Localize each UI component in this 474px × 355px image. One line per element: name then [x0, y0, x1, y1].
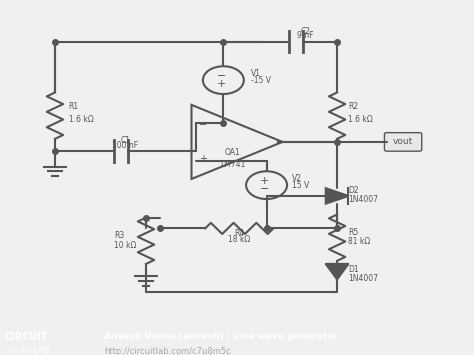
Text: Anvesh Voona (anvesh) / sine wave generator: Anvesh Voona (anvesh) / sine wave genera…	[104, 332, 338, 342]
Text: 1N4007: 1N4007	[348, 195, 378, 204]
Text: −: −	[199, 120, 207, 130]
Text: 18 kΩ: 18 kΩ	[228, 235, 250, 244]
Text: R2: R2	[348, 103, 359, 111]
Text: +: +	[217, 79, 226, 89]
Text: R3: R3	[114, 231, 124, 240]
Text: R4: R4	[234, 229, 245, 238]
Text: C2: C2	[300, 27, 310, 36]
Text: V2: V2	[292, 174, 301, 182]
Text: 9 nF: 9 nF	[297, 32, 313, 40]
Text: http://circuitlab.com/c7u8m5c: http://circuitlab.com/c7u8m5c	[104, 348, 231, 355]
Text: 1.6 kΩ: 1.6 kΩ	[69, 115, 93, 124]
Text: 1.6 kΩ: 1.6 kΩ	[348, 115, 373, 124]
Text: 10 kΩ: 10 kΩ	[114, 241, 137, 251]
Text: 1N4007: 1N4007	[348, 274, 378, 283]
Text: -15 V: -15 V	[251, 76, 271, 85]
Text: C1: C1	[120, 136, 130, 146]
Polygon shape	[326, 264, 348, 279]
Text: D2: D2	[348, 186, 359, 195]
Polygon shape	[326, 188, 348, 204]
Text: V1: V1	[251, 69, 261, 77]
Text: ─∿─H─LAB: ─∿─H─LAB	[5, 346, 50, 355]
Text: CIRCUIT: CIRCUIT	[5, 332, 48, 342]
Text: −: −	[217, 71, 226, 81]
Text: +: +	[260, 175, 269, 186]
FancyBboxPatch shape	[384, 133, 422, 151]
Text: vout: vout	[393, 137, 413, 146]
Text: 100 nF: 100 nF	[112, 141, 138, 150]
Text: 15 V: 15 V	[292, 181, 309, 190]
Text: R5: R5	[348, 228, 359, 236]
Text: R1: R1	[69, 103, 79, 111]
Text: LM741: LM741	[220, 160, 245, 169]
Text: OA1: OA1	[225, 148, 240, 157]
Text: D1: D1	[348, 264, 359, 274]
Text: +: +	[199, 154, 207, 164]
Text: 81 kΩ: 81 kΩ	[348, 237, 371, 246]
Text: −: −	[260, 184, 269, 194]
